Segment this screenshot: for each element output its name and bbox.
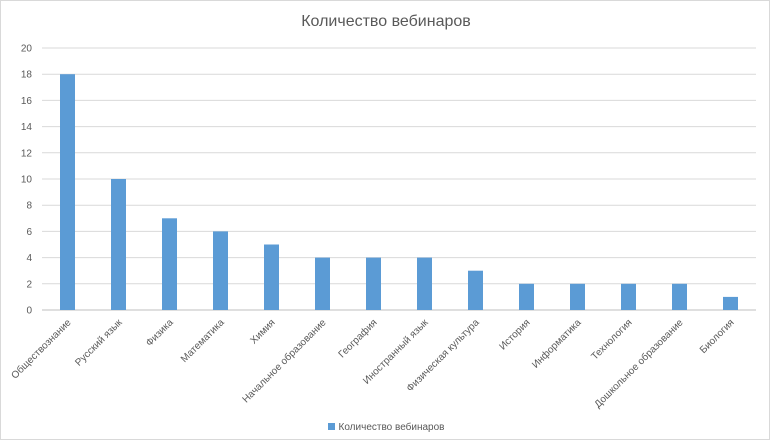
y-tick-label: 20	[21, 44, 33, 55]
y-tick-label: 14	[21, 122, 33, 133]
legend: Количество вебинаров	[1, 422, 771, 433]
bar	[111, 179, 126, 310]
x-tick-label: Биология	[698, 317, 737, 356]
x-tick-label: Дошкольное образование	[592, 316, 686, 410]
bar	[468, 270, 483, 310]
x-tick-label: Химия	[249, 317, 278, 346]
y-tick-label: 18	[21, 70, 33, 81]
y-tick-label: 16	[21, 96, 33, 107]
bar	[672, 283, 687, 310]
bar	[264, 244, 279, 310]
bar	[570, 283, 585, 310]
x-tick-label: История	[497, 317, 532, 352]
legend-swatch	[327, 423, 335, 430]
x-tick-label: Информатика	[529, 316, 583, 370]
y-tick-label: 2	[26, 279, 32, 290]
y-tick-label: 0	[26, 306, 32, 317]
x-tick-label: Математика	[179, 317, 227, 365]
bar	[315, 257, 330, 310]
chart-title: Количество вебинаров	[301, 13, 471, 30]
bar	[213, 231, 228, 310]
bar	[162, 218, 177, 310]
x-tick-label: Физика	[144, 317, 176, 349]
bar	[417, 257, 432, 310]
x-tick-label: Русский язык	[73, 317, 125, 369]
y-tick-label: 4	[26, 253, 32, 264]
x-tick-label: География	[336, 317, 380, 361]
y-tick-label: 10	[21, 175, 33, 186]
bar	[621, 283, 636, 310]
y-tick-label: 12	[21, 148, 33, 159]
y-tick-label: 8	[26, 201, 32, 212]
x-tick-label: Начальное образование	[240, 316, 329, 405]
bar	[519, 283, 534, 310]
x-tick-label: Технология	[589, 317, 634, 362]
bar	[723, 296, 738, 310]
legend-label: Количество вебинаров	[338, 422, 445, 433]
bar	[60, 74, 75, 310]
bar	[366, 257, 381, 310]
y-tick-label: 6	[26, 227, 32, 238]
x-tick-label: Обществознание	[9, 316, 74, 381]
